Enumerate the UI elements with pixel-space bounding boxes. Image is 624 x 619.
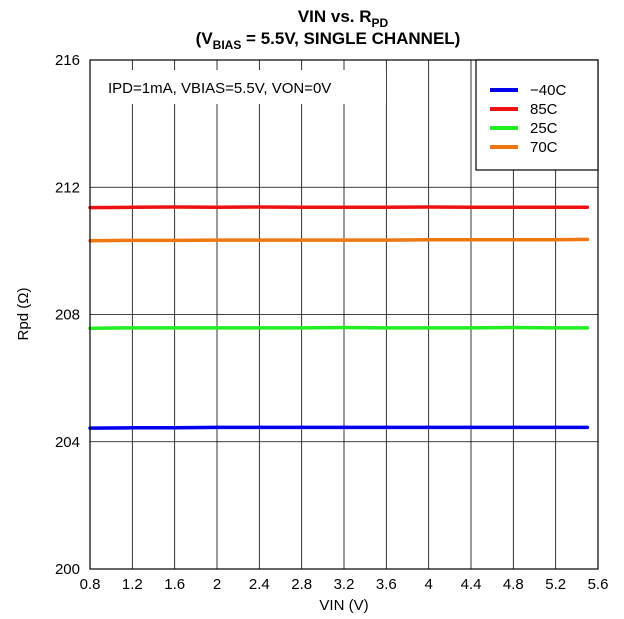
- y-tick-label: 204: [55, 434, 80, 451]
- y-tick-label: 212: [55, 179, 80, 196]
- chart-title2-sub: BIAS: [213, 38, 242, 52]
- x-tick-label: 3.6: [376, 576, 397, 593]
- x-tick-label: 5.6: [588, 576, 609, 593]
- series-line-70c: [88, 237, 590, 243]
- x-axis-label: VIN (V): [319, 597, 368, 614]
- chart-annotation: IPD=1mA, VBIAS=5.5V, VON=0V: [108, 80, 331, 97]
- series-layer: [88, 205, 590, 430]
- series-line-40c: [88, 425, 590, 430]
- chart-title2-prefix: (V: [196, 29, 214, 48]
- x-tick-label: 1.6: [164, 576, 185, 593]
- legend-box: [475, 59, 599, 171]
- legend-label: 85C: [530, 101, 558, 118]
- chart-title-sub: PD: [372, 16, 389, 30]
- x-tick-label: 2: [213, 576, 221, 593]
- series-line-85c: [88, 205, 590, 210]
- plot-frame: [89, 59, 599, 570]
- chart-title-line1: VIN vs. RPD: [298, 7, 389, 30]
- x-tick-label: 4.4: [461, 576, 482, 593]
- legend-label: 70C: [530, 139, 558, 156]
- x-tick-label: 2.4: [249, 576, 270, 593]
- legend: −40C 85C 25C 70C: [490, 82, 566, 156]
- x-tick-labels: 0.8 1.2 1.6 2 2.4 2.8 3.2 3.6 4 4.4 4.8 5.2 5.6: [80, 576, 609, 593]
- x-tick-label: 5.2: [545, 576, 566, 593]
- y-tick-labels: 200 204 208 212 216: [55, 52, 80, 578]
- chart-title2-rest: = 5.5V, SINGLE CHANNEL): [241, 29, 460, 48]
- x-tick-label: 3.2: [334, 576, 355, 593]
- chart-title-line2: (VBIAS = 5.5V, SINGLE CHANNEL): [196, 29, 461, 52]
- legend-label: 25C: [530, 120, 558, 137]
- series-line-25c: [88, 325, 590, 330]
- x-tick-label: 4.8: [503, 576, 524, 593]
- y-tick-label: 216: [55, 52, 80, 69]
- y-tick-label: 208: [55, 307, 80, 324]
- y-tick-label: 200: [55, 561, 80, 578]
- x-tick-label: 4: [424, 576, 432, 593]
- chart-title-main: VIN vs. R: [298, 7, 372, 26]
- annotation-background: [104, 70, 386, 104]
- x-tick-label: 0.8: [80, 576, 101, 593]
- y-axis-label: Rpd (Ω): [15, 288, 32, 341]
- legend-label: −40C: [530, 82, 566, 99]
- x-tick-label: 1.2: [122, 576, 143, 593]
- x-tick-label: 2.8: [291, 576, 312, 593]
